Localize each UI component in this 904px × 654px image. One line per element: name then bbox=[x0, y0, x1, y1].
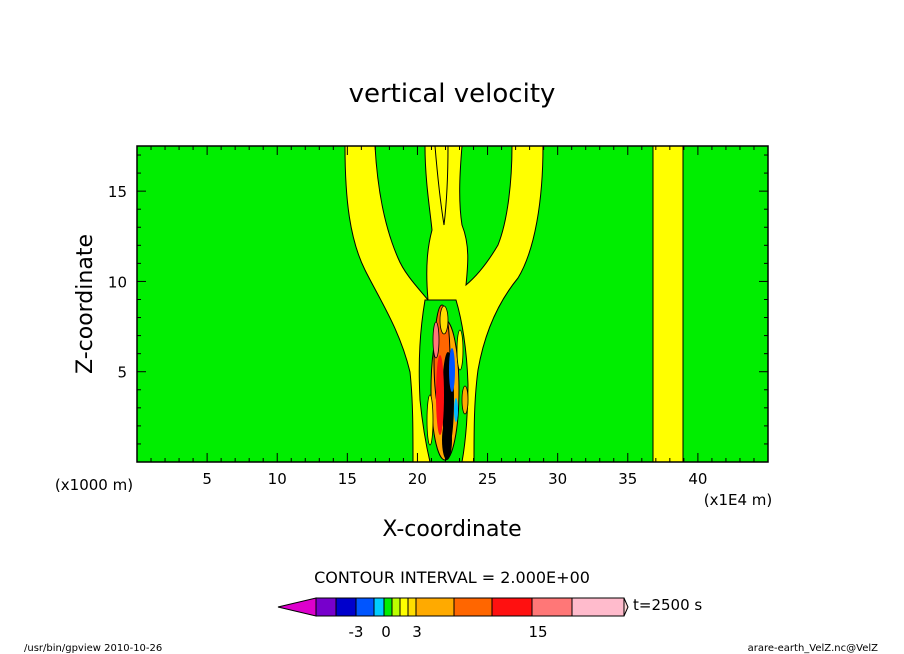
y-tick-label: 15 bbox=[108, 183, 127, 201]
colorbar bbox=[277, 597, 629, 617]
plume-inner-yellow-strip bbox=[434, 145, 449, 226]
colorbar-tick-labels: -3 0 3 15 bbox=[349, 623, 548, 641]
right-yellow-column bbox=[652, 145, 684, 463]
colorbar-tick-label: 3 bbox=[412, 623, 422, 641]
y-tick-label: 10 bbox=[108, 273, 127, 291]
x-tick-label: 25 bbox=[478, 470, 497, 488]
y-tick-label: 5 bbox=[117, 364, 127, 382]
y-axis-label: Z-coordinate bbox=[73, 234, 98, 374]
colorbar-cell bbox=[335, 597, 357, 617]
colorbar-cell bbox=[491, 597, 533, 617]
colorbar-cell bbox=[315, 597, 337, 617]
colorbar-tick-label: -3 bbox=[349, 623, 364, 641]
plume-inner-green-right bbox=[459, 145, 513, 287]
x-tick-label: 10 bbox=[268, 470, 287, 488]
colorbar-cell bbox=[355, 597, 375, 617]
colorbar-tick-label: 0 bbox=[381, 623, 391, 641]
x-tick-label: 30 bbox=[548, 470, 567, 488]
colorbar-arrow-right bbox=[623, 597, 629, 617]
chart-title: vertical velocity bbox=[349, 79, 556, 109]
colorbar-cell bbox=[453, 597, 493, 617]
turbulent-core bbox=[426, 304, 469, 461]
y-axis-ticks: 5 10 15 bbox=[108, 154, 768, 445]
x-tick-label: 20 bbox=[408, 470, 427, 488]
colorbar-cell bbox=[571, 597, 625, 617]
contour-interval-label: CONTOUR INTERVAL = 2.000E+00 bbox=[314, 568, 590, 587]
x-unit-label: (x1000 m) bbox=[55, 476, 133, 494]
colorbar-cell bbox=[531, 597, 573, 617]
x-scale-label: (x1E4 m) bbox=[704, 491, 773, 509]
colorbar-cell bbox=[391, 597, 401, 617]
colorbar-arrow-left bbox=[277, 597, 317, 617]
plot-frame bbox=[136, 145, 769, 463]
footer-left: /usr/bin/gpview 2010-10-26 bbox=[24, 643, 162, 654]
colorbar-cell bbox=[415, 597, 455, 617]
colorbar-cell bbox=[407, 597, 417, 617]
x-tick-label: 15 bbox=[338, 470, 357, 488]
x-axis-ticks: 5 10 15 20 25 30 35 40 bbox=[150, 146, 755, 488]
time-label: t=2500 s bbox=[633, 596, 702, 614]
footer-right: arare-earth_VelZ.nc@VelZ bbox=[748, 643, 879, 654]
colorbar-tick-label: 15 bbox=[528, 623, 547, 641]
x-tick-label: 5 bbox=[202, 470, 212, 488]
colorbar-cell bbox=[399, 597, 409, 617]
colorbar-cell bbox=[383, 597, 393, 617]
x-tick-label: 40 bbox=[688, 470, 707, 488]
x-axis-label: X-coordinate bbox=[382, 517, 521, 542]
plot-area bbox=[136, 145, 769, 463]
x-tick-label: 35 bbox=[618, 470, 637, 488]
colorbar-cell bbox=[373, 597, 385, 617]
